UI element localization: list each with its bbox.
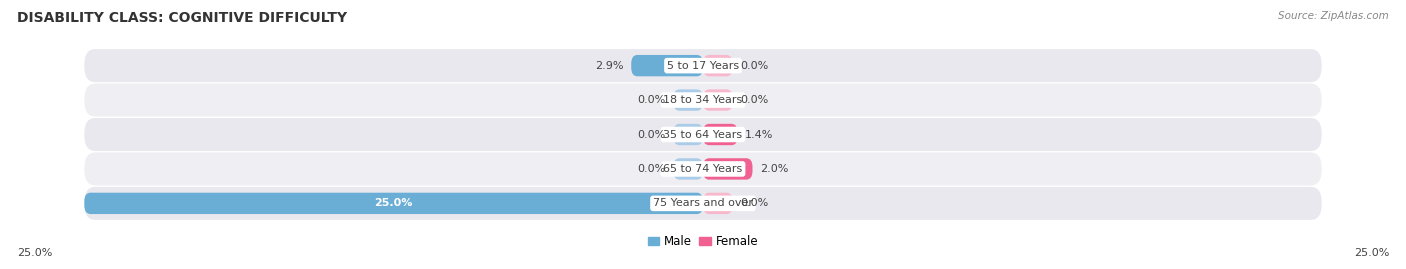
Text: 0.0%: 0.0%	[638, 164, 666, 174]
Text: 5 to 17 Years: 5 to 17 Years	[666, 61, 740, 71]
Text: 65 to 74 Years: 65 to 74 Years	[664, 164, 742, 174]
Text: 0.0%: 0.0%	[740, 95, 768, 105]
FancyBboxPatch shape	[84, 187, 1322, 220]
FancyBboxPatch shape	[703, 193, 733, 214]
FancyBboxPatch shape	[703, 158, 752, 180]
Text: 2.0%: 2.0%	[759, 164, 789, 174]
Text: 25.0%: 25.0%	[374, 198, 413, 208]
FancyBboxPatch shape	[84, 84, 1322, 116]
Text: Source: ZipAtlas.com: Source: ZipAtlas.com	[1278, 11, 1389, 21]
FancyBboxPatch shape	[84, 118, 1322, 151]
FancyBboxPatch shape	[703, 89, 733, 111]
FancyBboxPatch shape	[673, 158, 703, 180]
Text: 0.0%: 0.0%	[638, 129, 666, 140]
Text: 2.9%: 2.9%	[595, 61, 624, 71]
Text: 75 Years and over: 75 Years and over	[652, 198, 754, 208]
Text: 25.0%: 25.0%	[1354, 248, 1389, 258]
Text: 1.4%: 1.4%	[745, 129, 773, 140]
FancyBboxPatch shape	[673, 124, 703, 145]
FancyBboxPatch shape	[631, 55, 703, 76]
FancyBboxPatch shape	[84, 153, 1322, 185]
Text: 25.0%: 25.0%	[17, 248, 52, 258]
FancyBboxPatch shape	[84, 49, 1322, 82]
Text: 0.0%: 0.0%	[638, 95, 666, 105]
Text: 0.0%: 0.0%	[740, 61, 768, 71]
Text: 18 to 34 Years: 18 to 34 Years	[664, 95, 742, 105]
FancyBboxPatch shape	[703, 124, 738, 145]
Legend: Male, Female: Male, Female	[643, 230, 763, 253]
Text: 35 to 64 Years: 35 to 64 Years	[664, 129, 742, 140]
FancyBboxPatch shape	[703, 55, 733, 76]
Text: 0.0%: 0.0%	[740, 198, 768, 208]
FancyBboxPatch shape	[673, 89, 703, 111]
Text: DISABILITY CLASS: COGNITIVE DIFFICULTY: DISABILITY CLASS: COGNITIVE DIFFICULTY	[17, 11, 347, 25]
FancyBboxPatch shape	[84, 193, 703, 214]
